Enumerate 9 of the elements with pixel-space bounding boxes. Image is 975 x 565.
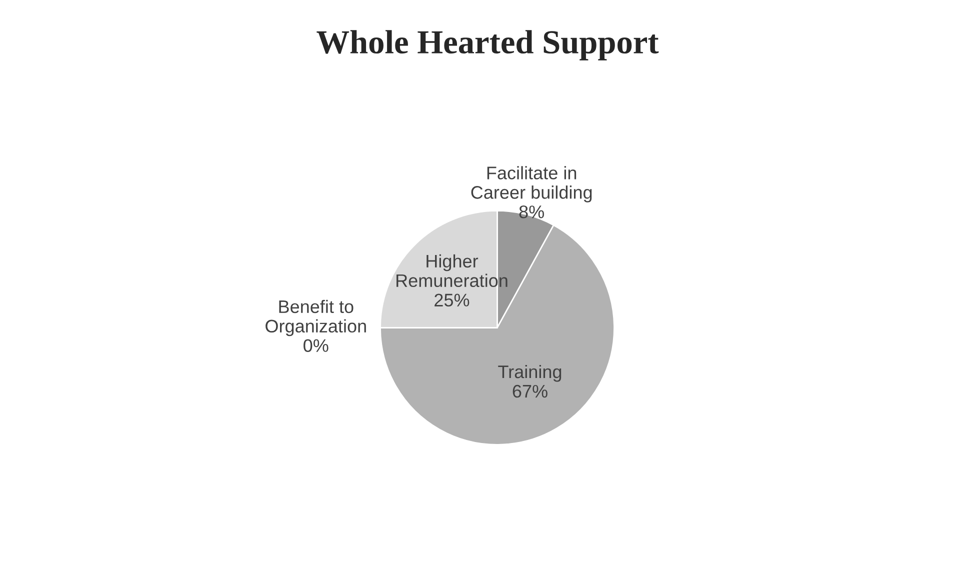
- chart-title: Whole Hearted Support: [316, 30, 659, 60]
- data-label: 67%: [512, 384, 548, 398]
- text: 0%: [304, 339, 328, 352]
- data-label: 8%: [519, 205, 544, 218]
- slice-label: Facilitate in Career building: [471, 166, 592, 202]
- slice-label: Higher Remuneration: [396, 254, 508, 288]
- category-label: Benefit to Organization: [266, 300, 366, 336]
- data-label: 25%: [434, 294, 470, 306]
- slice-label: Training: [498, 364, 562, 382]
